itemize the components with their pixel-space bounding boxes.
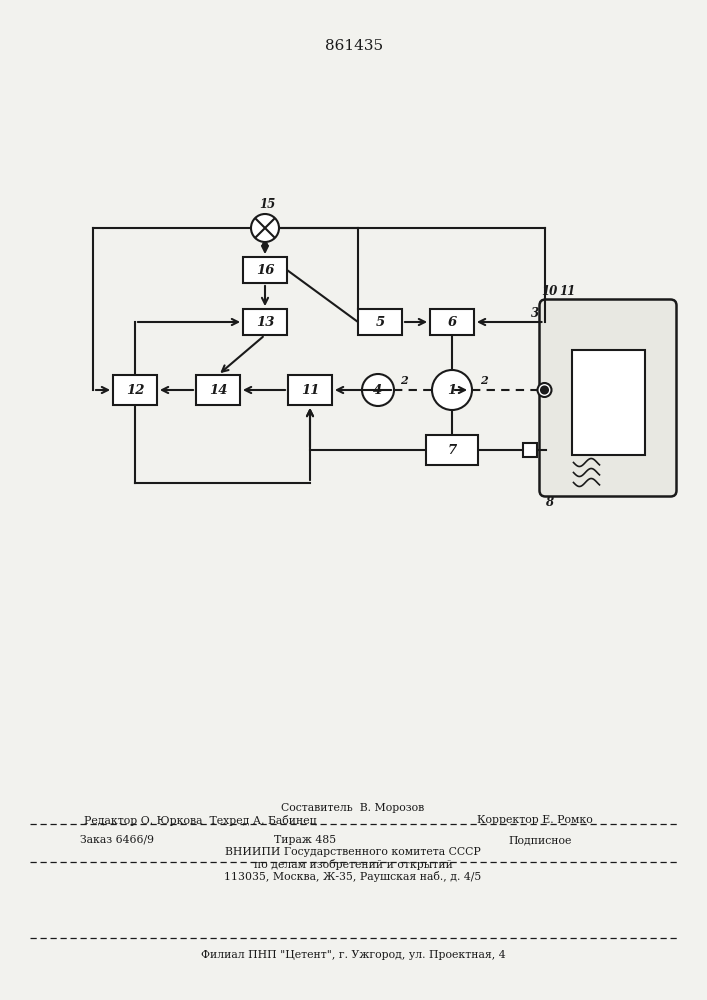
Bar <box>288 375 332 405</box>
Text: 113035, Москва, Ж-35, Раушская наб., д. 4/5: 113035, Москва, Ж-35, Раушская наб., д. … <box>224 871 481 882</box>
Text: 10: 10 <box>542 285 558 298</box>
Text: Редактор О. Юркова  Техред А. Бабинец: Редактор О. Юркова Техред А. Бабинец <box>83 814 316 826</box>
Text: 1: 1 <box>448 383 457 396</box>
Bar <box>358 309 402 335</box>
Text: 2: 2 <box>480 374 488 385</box>
Bar <box>426 435 478 465</box>
Circle shape <box>537 383 551 397</box>
Text: 861435: 861435 <box>325 39 383 53</box>
Text: 7: 7 <box>448 444 457 456</box>
Text: 6: 6 <box>448 316 457 328</box>
Text: Тираж 485: Тираж 485 <box>274 835 336 845</box>
Text: Подписное: Подписное <box>508 835 572 845</box>
Circle shape <box>432 370 472 410</box>
Circle shape <box>262 242 267 247</box>
Text: Заказ 6466/9: Заказ 6466/9 <box>80 835 154 845</box>
Text: 11: 11 <box>559 285 575 298</box>
Circle shape <box>541 386 548 393</box>
Text: 11: 11 <box>300 383 320 396</box>
Bar <box>113 375 157 405</box>
Text: 16: 16 <box>256 263 274 276</box>
Text: 13: 13 <box>256 316 274 328</box>
Bar <box>196 375 240 405</box>
Circle shape <box>362 374 394 406</box>
Bar <box>523 443 537 457</box>
FancyBboxPatch shape <box>539 300 677 496</box>
Circle shape <box>251 214 279 242</box>
Bar <box>243 257 287 283</box>
Text: 2: 2 <box>400 374 408 385</box>
Text: ВНИИПИ Государственного комитета СССР: ВНИИПИ Государственного комитета СССР <box>225 847 481 857</box>
Text: 5: 5 <box>375 316 385 328</box>
Text: 14: 14 <box>209 383 227 396</box>
Text: по делам изобретений и открытий: по делам изобретений и открытий <box>254 858 452 869</box>
Bar <box>243 309 287 335</box>
Text: Филиал ПНП "Цетент", г. Ужгород, ул. Проектная, 4: Филиал ПНП "Цетент", г. Ужгород, ул. Про… <box>201 950 506 960</box>
Text: 12: 12 <box>126 383 144 396</box>
Text: Составитель  В. Морозов: Составитель В. Морозов <box>281 803 425 813</box>
Text: 4: 4 <box>373 383 382 396</box>
Text: 8: 8 <box>545 496 554 509</box>
Bar <box>571 350 645 454</box>
Text: 15: 15 <box>259 198 275 212</box>
Text: Корректор Е. Ромко: Корректор Е. Ромко <box>477 815 593 825</box>
Text: 3: 3 <box>532 307 539 320</box>
Bar <box>430 309 474 335</box>
